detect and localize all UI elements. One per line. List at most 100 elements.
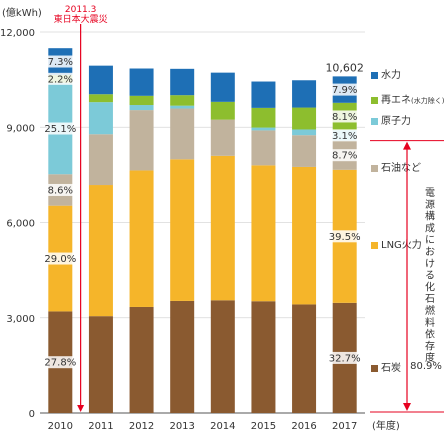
bracket-text-char: 存 — [425, 339, 435, 352]
segment-percent-label: 8.1% — [332, 112, 357, 123]
total-label: 10,602 — [325, 61, 364, 74]
bracket-text-char: 依 — [425, 328, 435, 341]
bracket-text-char: け — [425, 258, 435, 270]
label-background — [47, 183, 74, 196]
x-tick-label: 2014 — [210, 421, 235, 432]
legend-label: LNG火力 — [381, 238, 422, 251]
segment-percent-label: 27.8% — [44, 358, 76, 369]
label-background — [47, 55, 74, 68]
y-tick-label: 0 — [29, 409, 35, 420]
label-background — [47, 72, 74, 85]
label-background — [47, 252, 74, 265]
legend-label-part: 再エネ — [381, 94, 411, 106]
label-background — [47, 356, 74, 369]
y-tick-label: 3,000 — [6, 314, 35, 325]
bracket-arrow-down — [403, 403, 411, 411]
bar-segment — [251, 127, 276, 131]
bracket-text-char: 成 — [425, 222, 435, 234]
label-background — [331, 230, 358, 243]
bar-segment — [88, 94, 113, 103]
bar-segment — [129, 68, 154, 96]
bar-segment — [88, 102, 113, 135]
legend-label: 水力 — [381, 68, 401, 81]
bar-segment — [129, 170, 154, 307]
label-background — [331, 83, 358, 96]
label-background — [331, 129, 358, 142]
bar-segment — [210, 300, 235, 413]
bar-segment — [210, 101, 235, 120]
x-tick-label: 2010 — [48, 421, 73, 432]
segment-percent-label: 32.7% — [329, 353, 361, 364]
bar-segment — [170, 68, 195, 96]
y-tick-label: 9,000 — [6, 123, 35, 134]
bar-segment — [88, 316, 113, 413]
bar-segment — [170, 300, 195, 413]
segment-percent-label: 3.1% — [332, 131, 357, 142]
bar-segment — [292, 304, 317, 413]
legend-label: 原子力 — [381, 114, 411, 127]
bar-segment — [170, 108, 195, 160]
bar-segment — [88, 134, 113, 186]
bracket-text-char: に — [425, 234, 435, 246]
bar-segment — [129, 95, 154, 106]
y-tick-label: 12,000 — [0, 28, 35, 39]
x-tick-label: 2011 — [88, 421, 113, 432]
bar-segment — [129, 110, 154, 171]
legend-label-part: 水力 — [381, 68, 401, 81]
bracket-text-char: 化 — [425, 280, 435, 293]
bar-segment — [129, 306, 154, 413]
bar-segment — [210, 72, 235, 102]
label-background — [331, 110, 358, 123]
bar-segment — [170, 159, 195, 301]
bar-segment — [210, 155, 235, 301]
bracket-text-char: 源 — [425, 198, 435, 211]
legend-swatch — [371, 118, 378, 125]
bracket-text-char: 電 — [425, 187, 435, 199]
segment-percent-label: 2.2% — [48, 74, 73, 85]
bracket-arrow-up — [403, 141, 411, 150]
x-tick-label: 2016 — [291, 421, 316, 432]
bar-segment — [292, 166, 317, 305]
bar-segment — [251, 81, 276, 108]
event-name: 東日本大震災 — [54, 13, 108, 25]
segment-percent-label: 8.6% — [48, 185, 73, 196]
y-axis-ticks: 0 3,000 6,000 9,000 12,000 — [0, 28, 35, 420]
bar-segment — [251, 107, 276, 128]
bracket-text-char: 燃 — [425, 304, 435, 317]
bracket-text: 電源構成における化石燃料依存度 — [425, 187, 435, 364]
legend-label: 再エネ(水力除く) — [381, 94, 445, 106]
x-tick-label: 2013 — [169, 421, 194, 432]
label-background — [47, 122, 74, 135]
x-axis-unit-label: (年度) — [372, 419, 400, 432]
bars — [48, 48, 357, 413]
bracket-text-char: お — [425, 246, 435, 258]
gridlines — [40, 31, 365, 414]
bar-segment — [251, 165, 276, 302]
legend-label-part: (水力除く) — [411, 96, 445, 105]
bar-segment — [251, 301, 276, 413]
legend-label: 石炭 — [381, 362, 401, 374]
segment-percent-label: 7.9% — [332, 85, 357, 96]
legend-label: 石油など — [381, 161, 421, 174]
bar-segment — [88, 65, 113, 95]
legend-label-part: 原子力 — [381, 114, 411, 127]
label-background — [331, 351, 358, 364]
bracket-text-char: 構 — [425, 210, 435, 223]
x-tick-label: 2015 — [251, 421, 276, 432]
event-date: 2011.3 — [65, 5, 97, 15]
legend-swatch — [371, 242, 378, 249]
total-value: 10,602 — [325, 61, 364, 74]
bar-segment — [210, 119, 235, 156]
bracket-text-char: 度 — [425, 351, 435, 364]
bar-segment — [251, 130, 276, 166]
bar-segment — [170, 105, 195, 109]
legend-label-part: 石炭 — [381, 362, 401, 374]
y-tick-label: 6,000 — [6, 219, 35, 230]
bar-segment — [292, 80, 317, 108]
legend-label-part: 石油など — [381, 161, 421, 174]
bracket-value: 80.9% — [410, 361, 442, 372]
legend-swatch — [371, 365, 378, 372]
legend-swatch — [371, 165, 378, 172]
